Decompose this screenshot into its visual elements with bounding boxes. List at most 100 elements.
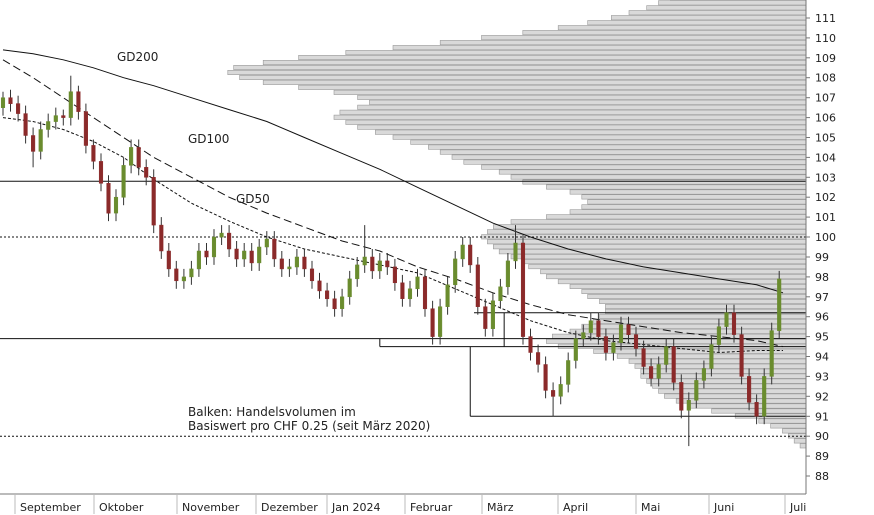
x-tick-label-9: Juni xyxy=(713,501,734,514)
candle-body-82 xyxy=(618,324,624,343)
candle-body-3 xyxy=(23,113,28,136)
y-tick-label-8: 96 xyxy=(815,311,829,324)
candle-12 xyxy=(91,139,96,170)
candle-29 xyxy=(219,225,224,245)
annotation-line-2: Basiswert pro CHF 0.25 (seit März 2020) xyxy=(188,419,430,433)
candle-body-29 xyxy=(219,232,224,238)
candle-44 xyxy=(332,290,337,317)
volume-bar-39 xyxy=(498,249,807,255)
candle-97 xyxy=(731,304,737,343)
candle-body-59 xyxy=(445,284,450,307)
candle-53 xyxy=(400,274,405,307)
volume-bar-0 xyxy=(799,443,807,449)
candle-body-77 xyxy=(581,332,586,339)
candle-85 xyxy=(641,340,646,375)
candle-20 xyxy=(151,169,156,234)
candle-40 xyxy=(302,249,307,277)
y-tick-label-12: 100 xyxy=(815,231,836,244)
candle-9 xyxy=(68,75,73,126)
candle-75 xyxy=(566,352,571,393)
candle-body-88 xyxy=(664,346,669,365)
candle-47 xyxy=(355,257,360,287)
volume-bar-74 xyxy=(239,75,807,81)
y-tick-label-3: 91 xyxy=(815,410,829,423)
candle-body-68 xyxy=(513,242,518,262)
candle-45 xyxy=(340,288,345,317)
candle-body-103 xyxy=(777,278,782,331)
candle-body-95 xyxy=(716,326,721,345)
volume-bar-26 xyxy=(599,313,807,319)
volume-bar-68 xyxy=(357,104,807,110)
volume-bar-33 xyxy=(557,279,807,285)
y-tick-label-13: 101 xyxy=(815,211,836,224)
y-tick-label-11: 99 xyxy=(815,251,829,264)
candle-25 xyxy=(189,260,194,285)
moving-averages xyxy=(2,49,784,354)
volume-bar-29 xyxy=(599,298,807,304)
candle-body-73 xyxy=(551,390,556,397)
candle-78 xyxy=(588,312,593,341)
candle-70 xyxy=(528,328,533,361)
volume-bar-32 xyxy=(569,283,807,289)
candle-15 xyxy=(113,189,119,222)
candle-32 xyxy=(242,243,247,267)
volume-bar-82 xyxy=(481,35,807,41)
candle-103 xyxy=(777,270,782,339)
volume-bar-1 xyxy=(793,438,807,444)
candle-89 xyxy=(671,338,676,391)
candle-body-18 xyxy=(136,147,141,168)
candle-43 xyxy=(325,282,330,307)
candle-3 xyxy=(23,105,28,144)
candle-63 xyxy=(475,257,480,315)
candle-87 xyxy=(656,356,661,387)
volume-bar-8 xyxy=(687,403,807,409)
candle-body-36 xyxy=(272,238,277,260)
x-axis: September Oktober November Dezember Jan 2024… xyxy=(0,493,806,514)
candle-body-76 xyxy=(573,338,578,361)
candle-13 xyxy=(98,153,104,192)
y-tick-label-18: 106 xyxy=(815,112,836,125)
candle-body-94 xyxy=(709,344,714,369)
volume-bar-19 xyxy=(593,348,807,354)
volume-bar-69 xyxy=(369,99,807,105)
x-tick-label-5: Februar xyxy=(410,501,453,514)
candle-body-67 xyxy=(505,260,510,288)
candle-51 xyxy=(385,253,390,275)
volume-bar-58 xyxy=(451,154,807,160)
annotation-line-1: Balken: Handelsvolumen im xyxy=(188,405,356,419)
candle-91 xyxy=(686,392,691,447)
volume-bar-44 xyxy=(492,224,807,230)
volume-bar-61 xyxy=(410,139,807,145)
volume-bar-55 xyxy=(498,169,807,175)
candle-body-26 xyxy=(196,250,201,270)
candle-11 xyxy=(83,103,88,154)
candle-body-62 xyxy=(468,244,473,266)
candle-body-24 xyxy=(181,276,186,282)
candle-90 xyxy=(679,374,684,419)
volume-bar-78 xyxy=(298,54,807,60)
candle-body-72 xyxy=(543,364,548,391)
candle-body-1 xyxy=(8,97,13,104)
volume-bar-80 xyxy=(392,45,807,51)
candle-body-19 xyxy=(144,167,149,178)
candle-81 xyxy=(611,334,616,361)
volume-bar-43 xyxy=(487,229,807,235)
candle-body-44 xyxy=(332,298,337,310)
y-tick-label-19: 107 xyxy=(815,92,836,105)
candle-65 xyxy=(490,292,495,337)
volume-bar-65 xyxy=(345,119,807,125)
x-tick-label-8: Mai xyxy=(641,501,660,514)
y-tick-label-17: 105 xyxy=(815,132,836,145)
volume-bar-17 xyxy=(628,358,807,364)
candle-94 xyxy=(709,336,714,377)
x-tick-label-10: Juli xyxy=(789,501,806,514)
candle-body-9 xyxy=(68,91,73,118)
volume-bar-66 xyxy=(333,114,807,120)
candle-body-78 xyxy=(588,320,593,333)
volume-bar-50 xyxy=(581,194,807,200)
candle-22 xyxy=(166,243,171,277)
candle-95 xyxy=(716,318,721,353)
candle-52 xyxy=(392,258,397,291)
candle-body-31 xyxy=(234,248,239,260)
